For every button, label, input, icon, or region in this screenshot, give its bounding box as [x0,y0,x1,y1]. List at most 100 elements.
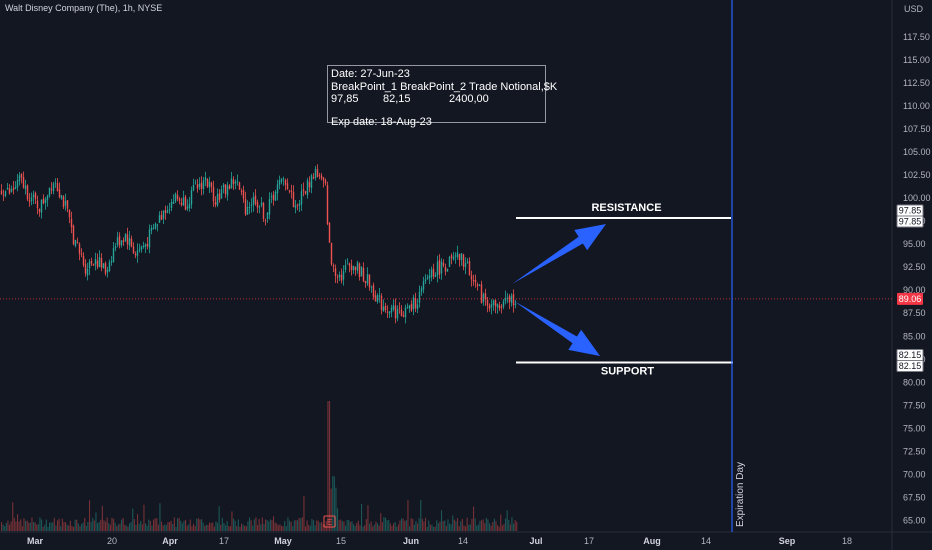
y-tick-label: 80.00 [903,377,926,387]
candle-body [384,306,387,310]
volume-bar [137,514,139,531]
volume-bar [181,523,183,531]
volume-bar [33,522,35,531]
volume-bar [29,522,31,531]
candle-body [52,183,55,192]
volume-bar [284,521,286,531]
candle-body [144,244,147,247]
x-tick-label: May [274,536,292,546]
candle-body [86,268,89,276]
candle-body [64,200,67,206]
volume-bar [233,518,235,531]
volume-bar [265,519,267,531]
candle-body [458,254,461,260]
candle-body [394,305,397,318]
candle-body [364,281,367,283]
volume-bar [25,521,27,531]
volume-bar [345,525,347,531]
volume-bar [314,525,316,531]
volume-bar [293,520,295,531]
volume-bar [49,522,51,531]
note-breakpoint-1: 97,85 [331,93,359,105]
candle-body [252,196,255,205]
volume-bar [119,523,121,531]
volume-bar [417,523,419,531]
volume-bar [175,527,177,531]
volume-bar [365,519,367,531]
volume-bar [274,522,276,531]
volume-bar [409,526,411,531]
volume-bar [191,526,193,531]
candle-body [42,198,45,204]
candle-body [156,224,159,226]
volume-bar [381,522,383,531]
candle-body [470,275,473,280]
candle-body [162,210,165,219]
volume-bar [180,520,182,531]
candle-body [38,208,41,213]
volume-bar [338,520,340,531]
trade-note-box[interactable]: Date: 27-Jun-23 BreakPoint_1 BreakPoint_… [327,65,557,128]
volume-bar [450,524,452,531]
volume-bar [252,525,254,531]
candle-body [230,178,233,189]
volume-bar [313,520,315,531]
candle-body [460,253,463,260]
candle-body [480,284,483,303]
volume-bar [276,523,278,531]
volume-bar [471,518,473,531]
volume-bar [17,514,19,531]
volume-bar [37,524,39,531]
candle-body [352,265,355,271]
volume-bar [401,518,403,531]
volume-bar [426,526,428,531]
candle-body [178,199,181,201]
candle-body [34,192,37,200]
candle-body [298,203,301,206]
candle-body [12,188,15,190]
candle-body [448,257,451,267]
volume-bar [217,522,219,531]
volume-bar [103,520,105,531]
candle-body [16,179,19,188]
volume-bar [439,521,441,531]
candle-body [54,182,57,184]
candle-body [434,274,437,277]
candle-body [348,263,351,266]
candle-body [310,175,313,188]
candle-body [154,223,157,229]
volume-bar [481,520,483,531]
down-arrow [514,301,600,356]
y-tick-label: 85.00 [903,331,926,341]
candle-body [294,205,297,208]
x-tick-label: 20 [107,536,117,546]
candle-body [90,260,93,264]
candle-body [290,190,293,192]
volume-bar [458,526,460,531]
volume-bar [76,519,78,531]
candle-body [398,307,401,309]
candle-body [380,296,383,310]
candle-body [456,252,459,258]
candle-body [80,253,83,255]
candle-body [188,203,191,209]
volume-bar [391,526,393,531]
volume-bar [186,525,188,531]
volume-bar [495,521,497,531]
y-tick-label: 112.50 [903,78,930,88]
volume-bar [127,526,129,531]
x-tick-label: Jun [403,536,419,546]
candle-body [212,186,215,202]
volume-bar [146,525,148,531]
candle-body [228,185,231,189]
currency-label: USD [904,4,924,14]
volume-bar [261,517,263,531]
candle-body [258,206,261,208]
candle-body [246,206,249,215]
candle-body [94,259,97,265]
x-tick-label: 17 [219,536,229,546]
volume-bar [157,524,159,531]
volume-bar [325,521,327,531]
volume-bar [329,401,331,531]
